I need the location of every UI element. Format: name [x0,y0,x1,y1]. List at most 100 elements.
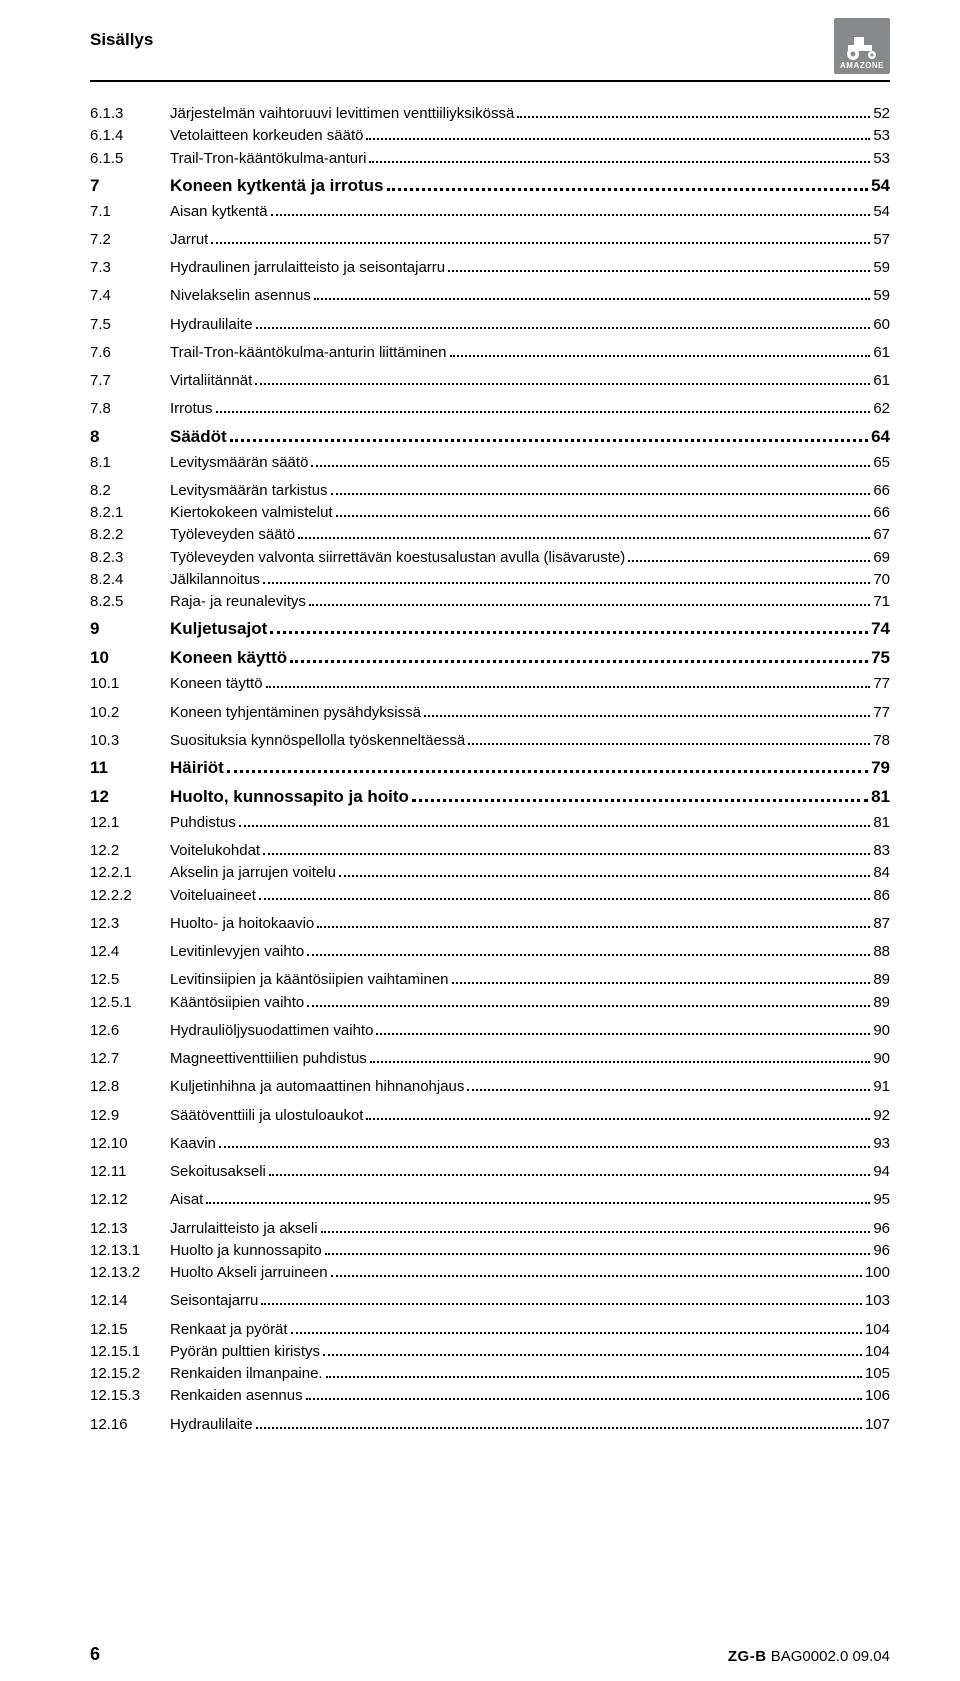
toc-leader-dots [307,995,870,1007]
toc-number: 12.5.1 [90,993,170,1013]
toc-number: 8.2.1 [90,503,170,523]
toc-row: 12.11Sekoitusakseli94 [90,1162,890,1182]
toc-label: Koneen tyhjentäminen pysähdyksissä [170,703,421,723]
toc-row: 7.5Hydraulilaite 60 [90,315,890,335]
toc-number: 12.15.3 [90,1386,170,1406]
toc-label: Kuljetusajot [170,618,267,641]
toc-label: Säädöt [170,426,227,449]
header-title: Sisällys [90,30,153,50]
toc-page: 95 [873,1190,890,1210]
toc-label: Levitysmäärän säätö [170,453,308,473]
toc-number: 12.10 [90,1134,170,1154]
toc-label: Kiertokokeen valmistelut [170,503,333,523]
toc-number: 7.5 [90,315,170,335]
toc-label: Jälkilannoitus [170,570,260,590]
toc-label: Huolto- ja hoitokaavio [170,914,314,934]
toc-label: Virtaliitännät [170,371,252,391]
toc-row: 12.5Levitinsiipien ja kääntösiipien vaih… [90,970,890,990]
toc-leader-dots [216,401,871,413]
toc-label: Aisat [170,1190,203,1210]
toc-label: Trail-Tron-kääntökulma-anturi [170,149,366,169]
toc-page: 66 [873,481,890,501]
footer-code: BAG0002.0 09.04 [771,1648,890,1665]
toc-number: 12.8 [90,1077,170,1097]
toc-row: 7.4Nivelakselin asennus59 [90,286,890,306]
toc-leader-dots [206,1192,870,1204]
toc-leader-dots [261,1293,862,1305]
toc-page: 105 [865,1364,890,1384]
toc-number: 12.11 [90,1162,170,1182]
toc-row: 12.13.1Huolto ja kunnossapito96 [90,1241,890,1261]
toc-label: Järjestelmän vaihtoruuvi levittimen vent… [170,104,514,124]
toc-page: 106 [865,1386,890,1406]
toc-label: Hydraulinen jarrulaitteisto ja seisontaj… [170,258,445,278]
toc-label: Vetolaitteen korkeuden säätö [170,126,363,146]
toc-row: 11Häiriöt79 [90,757,890,780]
toc-number: 6.1.3 [90,104,170,124]
toc-page: 81 [873,813,890,833]
toc-number: 12.2 [90,841,170,861]
toc-leader-dots [424,705,870,717]
toc-page: 53 [873,126,890,146]
toc-number: 8 [90,426,170,449]
toc-leader-dots [298,527,870,539]
toc-number: 12.2.2 [90,886,170,906]
toc-number: 8.2.4 [90,570,170,590]
toc-label: Hydraulilaite [170,1415,253,1435]
toc-leader-dots [370,1051,871,1063]
toc-number: 12.7 [90,1049,170,1069]
toc-label: Koneen kytkentä ja irrotus [170,175,384,198]
toc-leader-dots [306,1388,862,1400]
toc-number: 10 [90,647,170,670]
toc-label: Jarrulaitteisto ja akseli [170,1219,318,1239]
toc-page: 104 [865,1320,890,1340]
toc-label: Levitinlevyjen vaihto [170,942,304,962]
toc-label: Hydrauliöljysuodattimen vaihto [170,1021,373,1041]
toc-page: 90 [873,1021,890,1041]
toc-leader-dots [256,317,871,329]
toc-number: 7.1 [90,202,170,222]
toc-leader-dots [259,888,870,900]
toc-page: 64 [871,426,890,449]
toc-page: 93 [873,1134,890,1154]
toc-row: 6.1.5Trail-Tron-kääntökulma-anturi53 [90,149,890,169]
toc-leader-dots [307,944,870,956]
toc-page: 84 [873,863,890,883]
toc-leader-dots [321,1221,871,1233]
toc-row: 8.1Levitysmäärän säätö65 [90,453,890,473]
toc-row: 12.4Levitinlevyjen vaihto88 [90,942,890,962]
toc-label: Renkaat ja pyörät [170,1320,288,1340]
toc-label: Työleveyden säätö [170,525,295,545]
toc-row: 6.1.3Järjestelmän vaihtoruuvi levittimen… [90,104,890,124]
toc-label: Häiriöt [170,757,224,780]
toc-number: 12.16 [90,1415,170,1435]
toc-number: 8.2.2 [90,525,170,545]
footer-doc-id: ZG-B BAG0002.0 09.04 [728,1648,890,1665]
toc-row: 12.7Magneettiventtiilien puhdistus90 [90,1049,890,1069]
toc-number: 12.15.1 [90,1342,170,1362]
toc-label: Akselin ja jarrujen voitelu [170,863,336,883]
toc-label: Renkaiden asennus [170,1386,303,1406]
toc-number: 12.1 [90,813,170,833]
toc-row: 12.15.3Renkaiden asennus 106 [90,1386,890,1406]
toc-number: 12.2.1 [90,863,170,883]
page-footer: 6 ZG-B BAG0002.0 09.04 [90,1644,890,1665]
toc-page: 60 [873,315,890,335]
toc-row: 7.3Hydraulinen jarrulaitteisto ja seison… [90,258,890,278]
toc-page: 69 [873,548,890,568]
toc-page: 90 [873,1049,890,1069]
toc-page: 79 [871,757,890,780]
toc-page: 91 [873,1077,890,1097]
toc-page: 70 [873,570,890,590]
page-header: Sisällys AMAZONE [90,30,890,82]
toc-row: 12.15.1Pyörän pulttien kiristys104 [90,1342,890,1362]
toc-label: Koneen täyttö [170,674,263,694]
toc-number: 10.3 [90,731,170,751]
toc-number: 7.6 [90,343,170,363]
toc-page: 54 [871,175,890,198]
toc-leader-dots [468,733,870,745]
toc-leader-dots [326,1366,862,1378]
toc-row: 7.7Virtaliitännät61 [90,371,890,391]
toc-label: Hydraulilaite [170,315,253,335]
toc-number: 6.1.5 [90,149,170,169]
